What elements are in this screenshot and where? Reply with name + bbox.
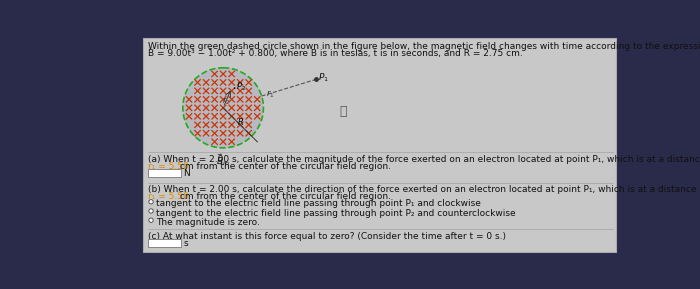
Text: cm from the center of the circular field region.: cm from the center of the circular field… [177,162,391,171]
Text: cm from the center of the circular field region.: cm from the center of the circular field… [177,192,391,201]
Text: B = 9.00t³ − 1.00t² + 0.800, where B is in teslas, t is in seconds, and R = 2.75: B = 9.00t³ − 1.00t² + 0.800, where B is … [148,49,523,58]
FancyBboxPatch shape [148,239,181,247]
Text: r₁ = 5.50: r₁ = 5.50 [148,162,189,171]
Text: $R$: $R$ [237,116,244,127]
Text: $P_2$: $P_2$ [235,81,246,93]
Text: $\bullet$: $\bullet$ [232,85,236,90]
Text: s: s [183,239,188,248]
Text: The magnitude is zero.: The magnitude is zero. [155,218,260,227]
Circle shape [149,218,153,223]
Circle shape [149,209,153,213]
Text: Within the green dashed circle shown in the figure below, the magnetic field cha: Within the green dashed circle shown in … [148,42,700,51]
FancyBboxPatch shape [148,169,181,177]
Text: r₁ = 5.50: r₁ = 5.50 [148,192,189,201]
Text: ⓘ: ⓘ [340,105,347,118]
Circle shape [183,68,263,148]
Text: $P_1$: $P_1$ [318,72,330,84]
Text: N: N [183,169,190,178]
Text: $r_2$: $r_2$ [222,95,230,107]
Text: (c) At what instant is this force equal to zero? (Consider the time after t = 0 : (c) At what instant is this force equal … [148,232,506,241]
Text: $\vec{B}_{in}$: $\vec{B}_{in}$ [216,153,230,168]
Text: (b) When t = 2.00 s, calculate the direction of the force exerted on an electron: (b) When t = 2.00 s, calculate the direc… [148,185,696,194]
Circle shape [149,200,153,204]
Text: tangent to the electric field line passing through point P₂ and counterclockwise: tangent to the electric field line passi… [155,209,515,218]
Text: $r_1$: $r_1$ [266,89,274,101]
FancyBboxPatch shape [144,38,616,252]
Text: tangent to the electric field line passing through point P₁ and clockwise: tangent to the electric field line passi… [155,199,481,208]
Text: (a) When t = 2.00 s, calculate the magnitude of the force exerted on an electron: (a) When t = 2.00 s, calculate the magni… [148,155,700,164]
